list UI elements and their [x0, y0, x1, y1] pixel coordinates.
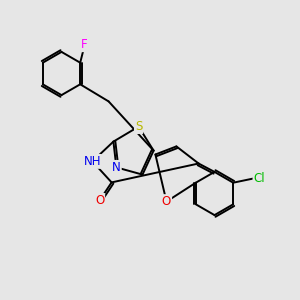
- Text: NH: NH: [84, 155, 101, 168]
- Text: N: N: [112, 161, 121, 174]
- Text: Cl: Cl: [254, 172, 265, 185]
- Text: O: O: [162, 195, 171, 208]
- Text: F: F: [80, 38, 87, 51]
- Text: O: O: [95, 194, 104, 207]
- Text: S: S: [135, 120, 142, 133]
